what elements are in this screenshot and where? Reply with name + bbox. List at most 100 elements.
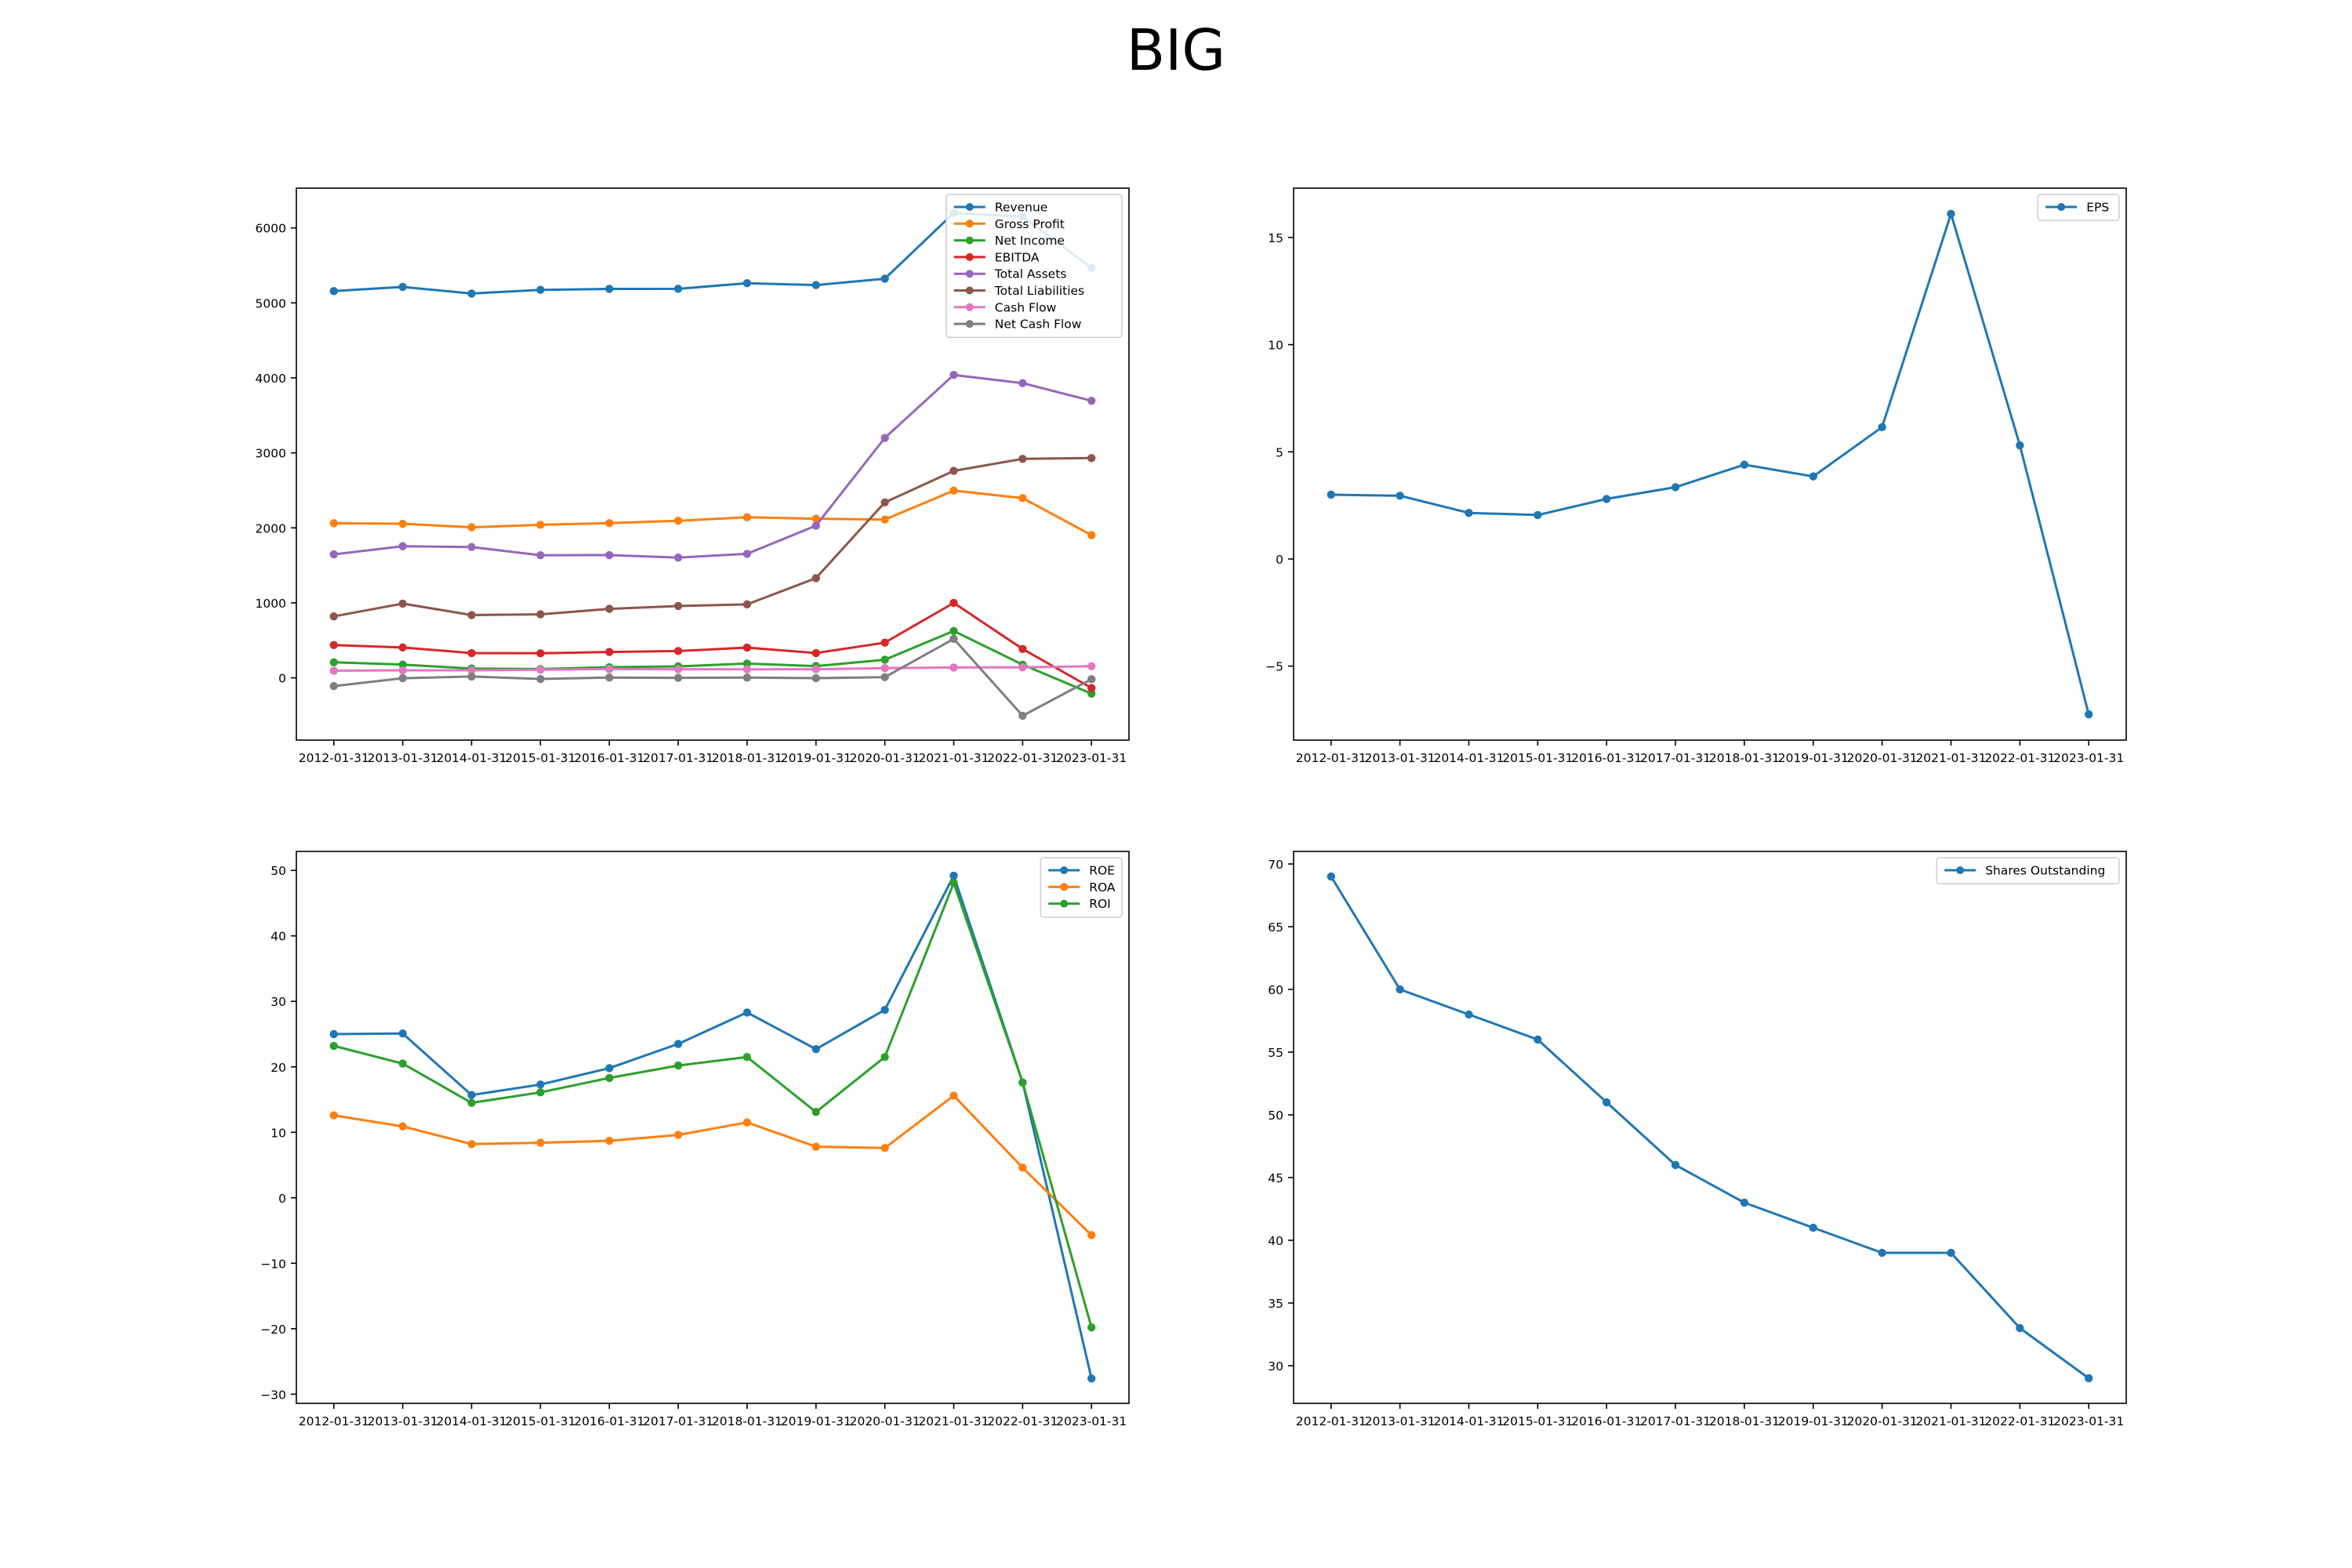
legend-marker [965,220,974,228]
data-point [536,1080,545,1089]
y-tick-label: 0 [278,672,286,686]
chart-panel-1: 0 1000 2000 3000 4000 5000 6000 2012-01-312013-… [256,187,1130,765]
data-point [398,1059,407,1068]
data-point [1018,494,1027,503]
data-point [536,1088,545,1097]
y-tick-label: 50 [1268,1109,1283,1123]
x-tick-label: 2019-01-31 [1778,1414,1849,1428]
x-tick-label: 2013-01-31 [368,751,438,765]
data-point [673,601,683,611]
chart-panel-3: −30 −20 −10 0 10 20 30 40 50 2012-01-312013-01-31… [260,851,1130,1428]
data-point [1671,1160,1680,1170]
data-point [329,612,338,621]
data-point [1087,454,1096,463]
data-point [1018,711,1027,720]
data-point [467,1140,476,1149]
data-point [467,1091,476,1099]
data-point [673,647,683,655]
data-point [398,519,407,528]
chart-panel-2: −50510152012-01-312013-01-312014-01-3120… [1265,187,2127,765]
legend-label: ROE [1089,864,1115,878]
x-tick-label: 2022-01-31 [987,751,1058,765]
data-point [1878,1248,1886,1258]
series-line [333,1094,1093,1236]
data-point [329,519,338,528]
x-tick-label: 2020-01-31 [850,751,920,765]
data-point [811,648,820,658]
chart-panel-4: 3035404550556065702012-01-312013-01-3120… [1268,851,2127,1428]
data-point [811,514,820,523]
data-point [742,659,752,668]
data-point [2085,710,2093,719]
y-tick-label: 0 [1276,553,1283,567]
x-tick-label: 2018-01-31 [1709,1414,1780,1428]
legend-label: Revenue [995,201,1048,215]
data-point [1671,483,1680,492]
y-tick-label: 5 [1276,445,1283,459]
data-point [398,1029,407,1038]
data-point [811,521,820,530]
data-point [949,634,958,644]
y-tick-label: 45 [1268,1171,1283,1185]
data-point [329,550,338,559]
data-point [329,287,338,296]
data-point [811,1142,820,1151]
data-point [1018,644,1027,653]
data-point [536,674,545,684]
data-point [1087,662,1096,670]
data-point [467,523,476,532]
data-point [329,1111,338,1120]
data-point [398,673,407,683]
data-point [673,285,683,293]
data-point [742,513,752,522]
data-point [467,543,476,551]
data-point [605,604,614,613]
legend: ROE ROA ROI [1040,857,1123,918]
legend-label: Net Cash Flow [995,318,1082,332]
data-point [467,648,476,658]
x-tick-label: 2016-01-31 [1571,751,1642,765]
data-point [880,1005,889,1014]
data-point [2085,1374,2093,1383]
legend-box [1936,857,2120,885]
data-point [398,282,407,292]
legend-marker [965,203,974,211]
x-tick-label: 2018-01-31 [1709,751,1780,765]
y-tick-label: 40 [1268,1234,1283,1248]
series-line [333,373,1092,559]
data-point [398,643,407,652]
data-point [536,1138,545,1147]
axes-frame [296,851,1130,1404]
y-tick-label: 10 [1268,339,1283,353]
data-point [1947,1248,1955,1258]
data-point [329,681,338,691]
x-tick-label: 2023-01-31 [2053,1414,2124,1428]
legend-label: Total Assets [994,267,1067,281]
data-point [329,1029,338,1039]
data-point [880,498,889,506]
x-tick-label: 2016-01-31 [1571,1414,1642,1428]
data-point [742,1053,752,1062]
data-point [673,1040,683,1048]
legend-marker [965,252,974,261]
legend-marker [965,286,974,295]
data-point [1087,531,1096,539]
x-tick-label: 2012-01-31 [299,1414,369,1428]
y-tick-label: 30 [270,995,286,1009]
x-tick-label: 2023-01-31 [2053,751,2124,765]
data-point [811,665,820,673]
data-point [1087,675,1096,684]
x-tick-label: 2013-01-31 [1365,751,1436,765]
data-point [880,655,889,664]
data-point [605,1136,614,1145]
data-point [880,1144,889,1152]
y-tick-label: 0 [278,1192,286,1206]
legend-marker [965,236,974,245]
x-tick-label: 2015-01-31 [505,1414,575,1428]
x-tick-label: 2017-01-31 [643,751,713,765]
data-point [1327,490,1335,499]
data-point [605,519,614,528]
data-point [880,1053,889,1062]
legend-marker [1060,883,1069,891]
x-tick-label: 2019-01-31 [1778,751,1849,765]
